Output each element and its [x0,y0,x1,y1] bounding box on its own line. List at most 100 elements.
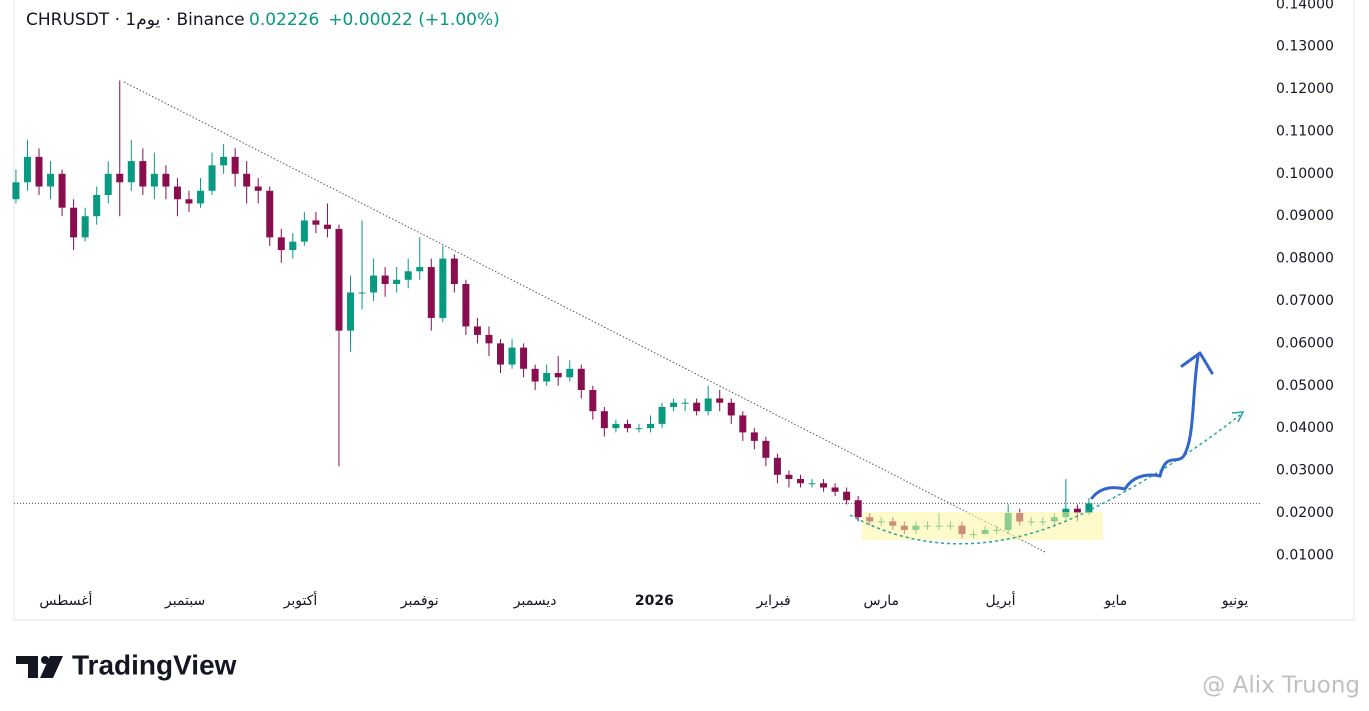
candle-body [635,428,643,430]
candle-body [266,190,274,238]
y-tick-label: 0.12000 [1276,81,1334,97]
candle-body [93,195,101,217]
curve-arrowhead [1231,411,1245,423]
y-tick-label: 0.09000 [1276,208,1334,224]
trendline [123,81,1046,553]
y-tick-label: 0.06000 [1276,335,1334,351]
candle-body [208,165,216,191]
x-tick-label: سبتمبر [164,593,205,609]
candle-body [231,156,239,174]
candle-body [173,186,181,200]
last-price: 0.02226 [249,10,319,30]
y-tick-label: 0.01000 [1276,547,1334,563]
y-tick-label: 0.07000 [1276,293,1334,309]
x-tick-label: أكتوبر [283,591,318,609]
candle-body [35,156,43,187]
candle-body [323,224,331,229]
candle-body [739,415,747,433]
candle-body [81,216,89,238]
candle-body [47,173,55,187]
curve-projection [849,414,1241,545]
candle-body [577,368,585,390]
x-tick-label: يونيو [1221,593,1249,609]
y-tick-label: 0.08000 [1276,251,1334,267]
candle-body [450,258,458,285]
candle-body [727,402,735,416]
candle-body [243,173,251,187]
candle-body [289,241,297,251]
brand-name: TradingView [72,649,237,680]
candle-body [750,432,758,441]
candle-body [508,347,516,365]
candle-body [70,207,78,238]
y-tick-label: 0.14000 [1276,0,1334,12]
candle-body [58,173,66,208]
candle-body [843,491,851,501]
candle-body [693,402,701,412]
candle-body [139,161,147,187]
candle-body [116,173,124,183]
candle-body [566,368,574,378]
candle-body [185,199,193,204]
logo-icon [40,656,63,678]
candle-body [497,343,505,365]
candle-body [381,275,389,285]
candle-body [808,483,816,485]
annotations [123,81,1245,553]
candle-body [681,402,689,404]
candle-body [531,368,539,382]
candle-body [600,411,608,429]
candle-body [23,156,31,183]
candle-body [416,267,424,272]
y-tick-label: 0.02000 [1276,505,1334,521]
candle-body [670,402,678,407]
y-tick-label: 0.03000 [1276,463,1334,479]
x-tick-label: أبريل [985,591,1015,609]
candle-body [485,334,493,344]
candle-body [716,398,724,403]
plot [12,80,1262,539]
candle-body [589,390,597,412]
candle-body [773,457,781,475]
projection-arrow [1090,354,1200,500]
candle-body [820,483,828,488]
candle-body [12,182,20,200]
candle-body [543,373,551,382]
candle-body [300,220,308,242]
logo: TradingView [16,649,237,680]
chart-frame [13,0,1355,621]
candle-body [197,190,205,204]
candle-body [473,326,481,335]
x-tick-label: فبراير [755,593,790,609]
chart-title: CHRUSDT · 1يوم · Binance [26,10,245,30]
candle-body [831,487,839,492]
candle-body [404,271,412,280]
candle-body [704,398,712,412]
candle-body [623,423,631,429]
candle-body [762,440,770,458]
x-tick-label: ديسمبر [513,593,557,609]
candle-body [520,347,528,369]
candle-body [796,479,804,484]
price-change: +0.00022 (+1.00%) [328,10,499,30]
candle-body [162,173,170,187]
candle-body [335,228,343,331]
x-tick-label: مارس [863,593,899,609]
candle-body [439,258,447,318]
candle-body [612,423,620,429]
y-tick-label: 0.05000 [1276,378,1334,394]
candle-body [554,373,562,378]
x-tick-label: نوفمبر [400,593,439,609]
y-tick-label: 0.04000 [1276,420,1334,436]
candle-body [127,161,135,183]
candle-body [347,292,355,331]
candle-body [150,173,158,187]
y-tick-label: 0.11000 [1276,123,1334,139]
y-tick-label: 0.10000 [1276,166,1334,182]
candle-body [277,237,285,251]
x-tick-label: مايو [1103,593,1127,609]
projection-arrowhead [1180,351,1214,375]
candle-body [312,220,320,225]
candle-body [1085,503,1093,513]
